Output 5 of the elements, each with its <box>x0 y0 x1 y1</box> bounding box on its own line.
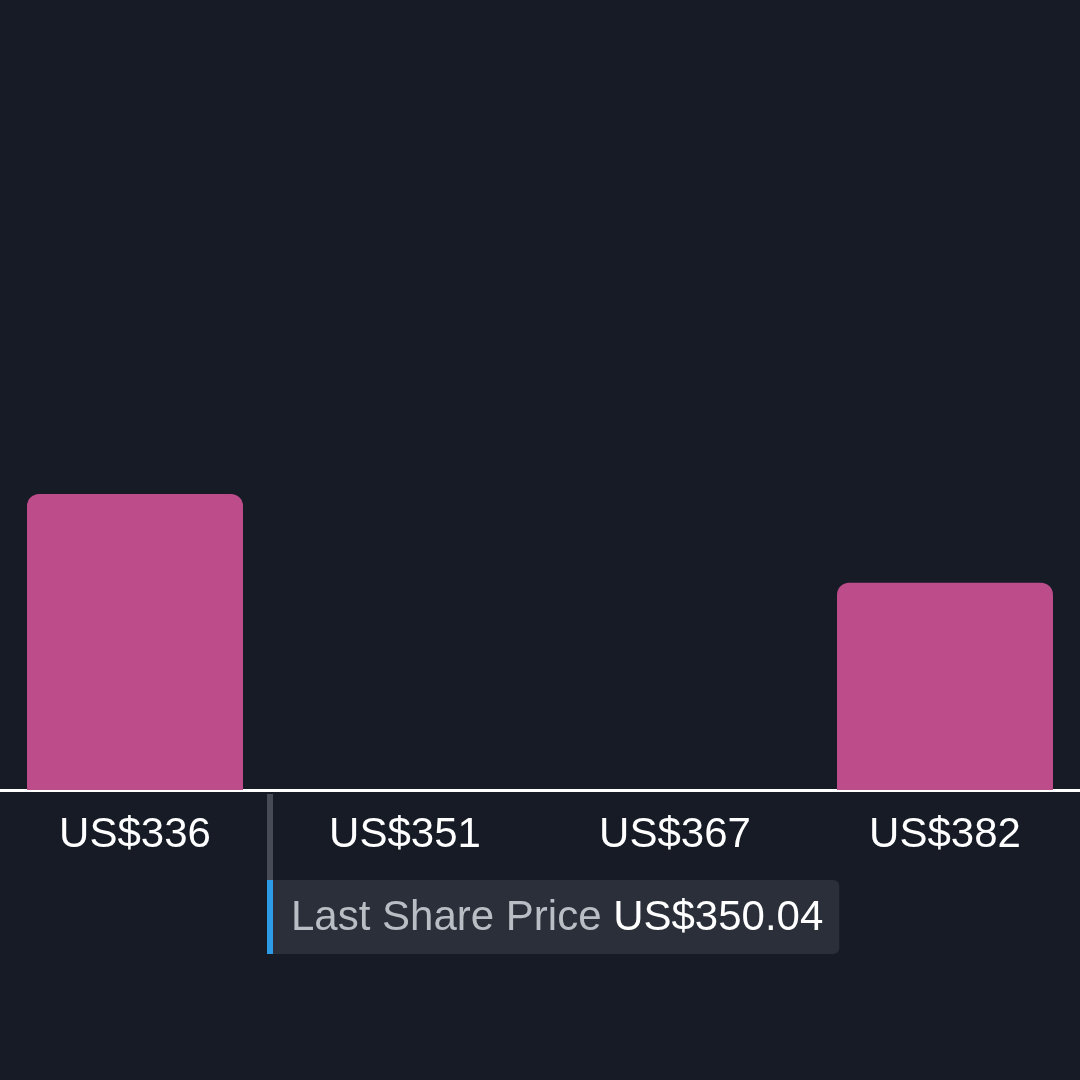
x-tick-label: US$367 <box>599 808 751 856</box>
x-tick-label: US$351 <box>329 808 481 856</box>
text: Last Share Price US$350.04 <box>291 891 824 939</box>
x-tick-label: US$336 <box>59 808 211 856</box>
x-tick-label: US$382 <box>869 808 1021 856</box>
